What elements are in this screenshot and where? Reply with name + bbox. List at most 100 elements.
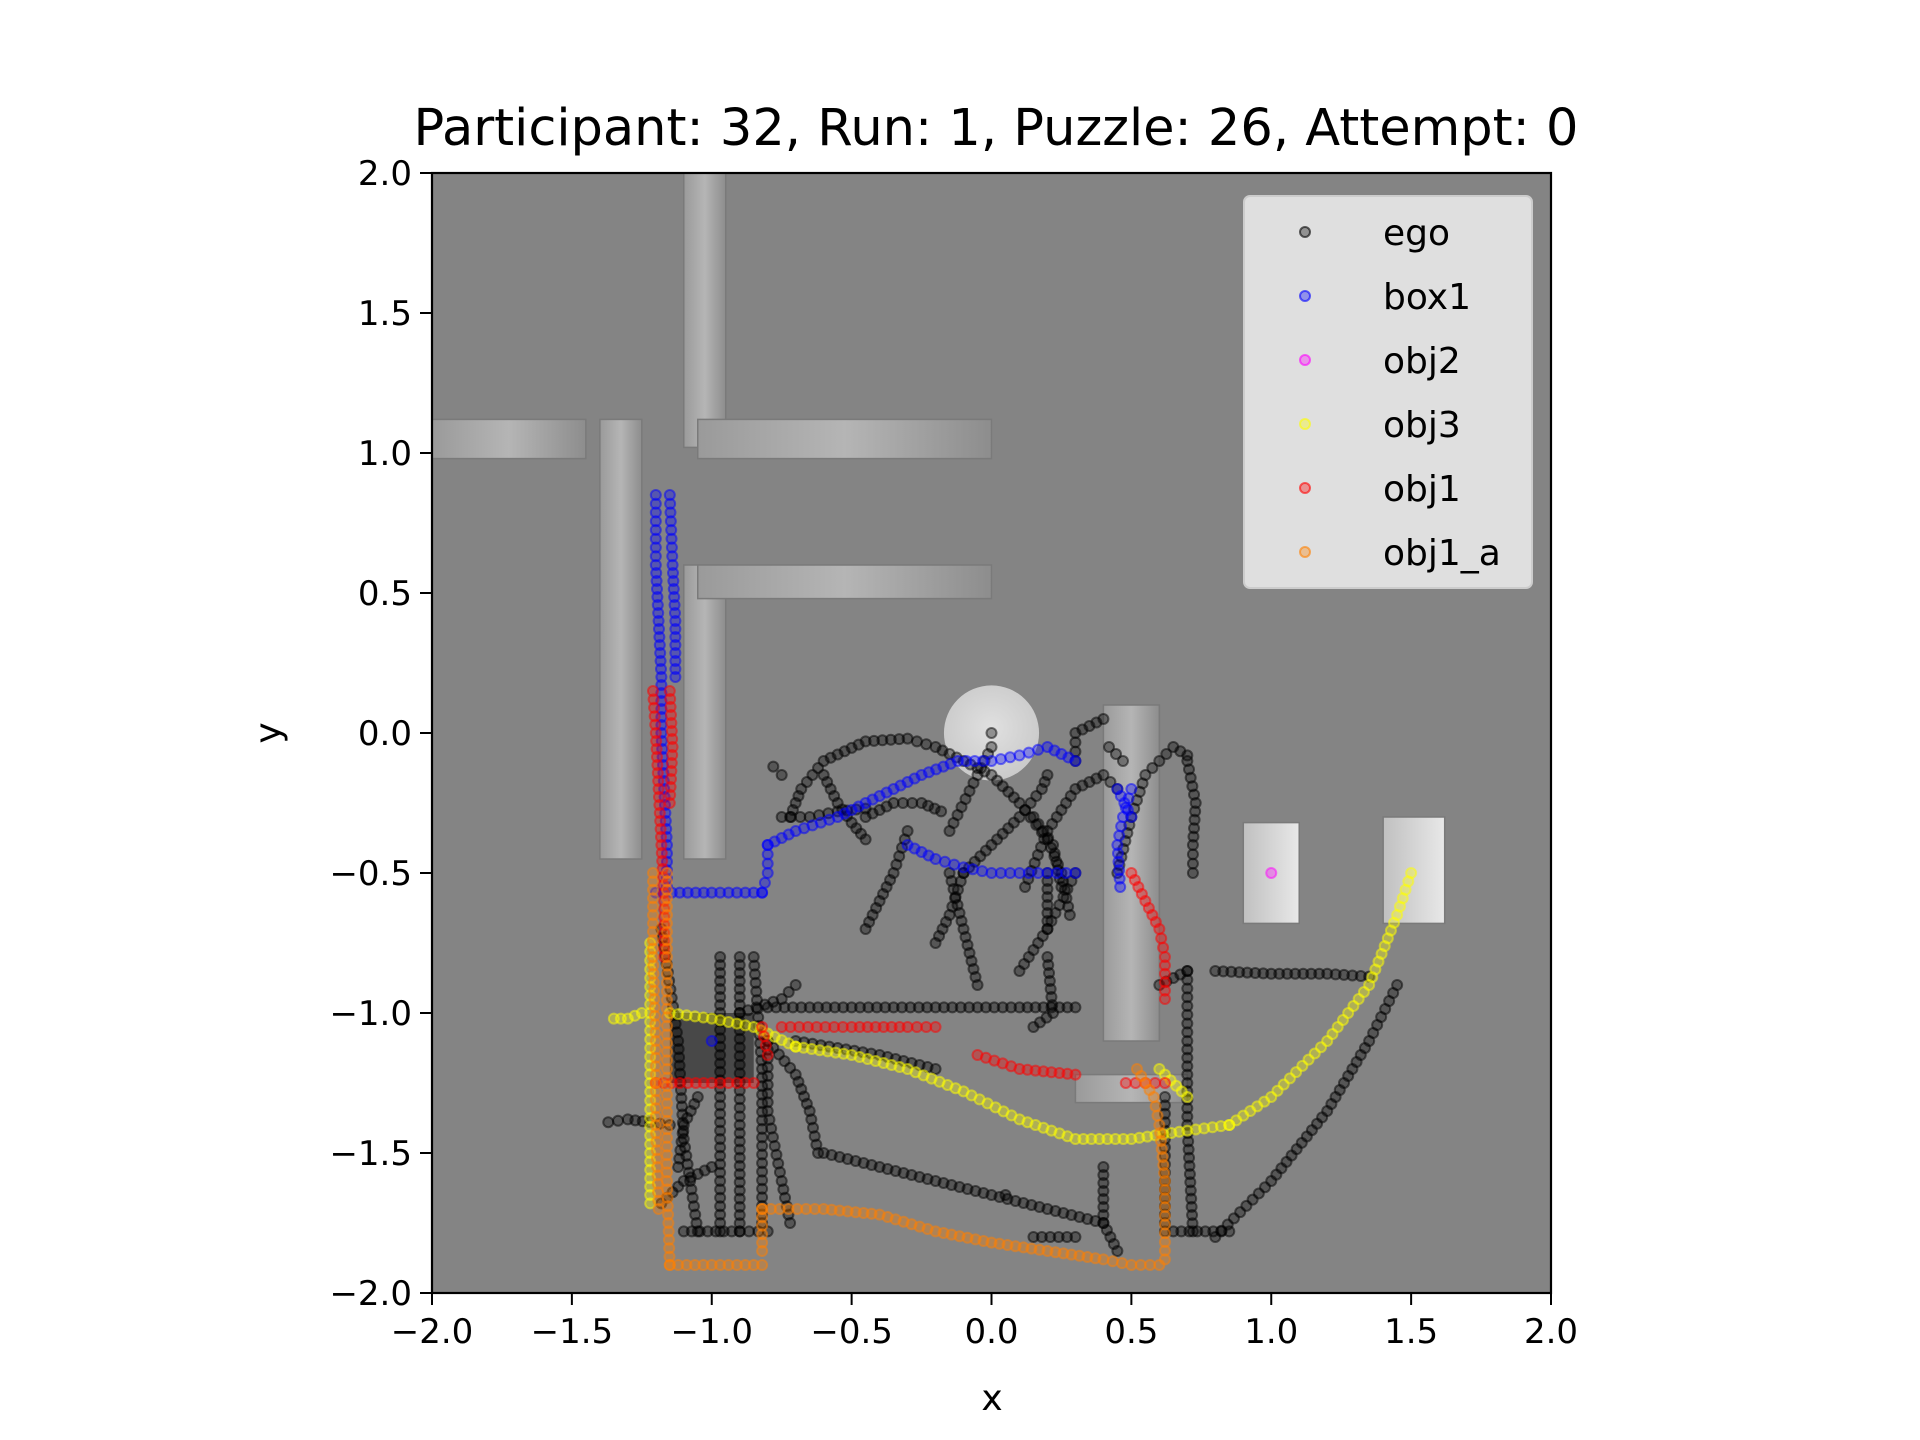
point-obj1 [853, 1021, 866, 1033]
point-box1 [985, 755, 998, 767]
point-ego [733, 1119, 746, 1131]
point-ego [904, 1001, 917, 1014]
point-ego [1027, 1231, 1040, 1243]
y-tick-label: 2.0 [358, 154, 412, 194]
point-ego [749, 968, 762, 981]
point-ego [673, 1152, 686, 1165]
point-ego [1181, 1068, 1194, 1081]
point-ego [714, 1116, 727, 1129]
point-obj1_a [756, 1259, 769, 1271]
point-ego [761, 1105, 774, 1117]
point-ego [733, 983, 746, 995]
point-obj1_a [660, 1054, 673, 1067]
point-obj1_a [764, 1203, 777, 1215]
legend-marker-obj3 [1299, 418, 1311, 430]
point-ego [714, 1057, 727, 1070]
point-obj1_a [648, 1001, 661, 1014]
point-ego [1097, 1201, 1110, 1213]
x-tick-label: 0.5 [1104, 1312, 1158, 1352]
point-box1 [747, 886, 760, 899]
point-ego [675, 1135, 688, 1148]
point-obj1 [739, 1077, 752, 1089]
point-ego [1097, 1161, 1110, 1173]
point-ego [1313, 967, 1326, 980]
point-ego [733, 1200, 746, 1213]
point-obj1 [861, 1021, 874, 1033]
point-box1 [689, 886, 702, 899]
point-ego [868, 734, 881, 747]
point-box1 [665, 524, 678, 536]
point-obj1_a [647, 934, 660, 947]
point-obj1_a [649, 1068, 662, 1081]
point-ego [761, 1070, 774, 1082]
point-obj1_a [647, 900, 660, 913]
point-ego [985, 741, 998, 753]
point-box1 [1114, 881, 1127, 893]
point-ego [775, 769, 788, 781]
point-ego [714, 959, 727, 971]
point-box1 [951, 755, 964, 767]
point-box1 [664, 515, 677, 528]
point-obj3 [1077, 1133, 1090, 1145]
point-ego [1021, 1001, 1034, 1014]
point-obj1_a [660, 1045, 673, 1058]
point-obj1 [649, 718, 662, 731]
point-ego [733, 1176, 746, 1189]
point-obj1 [648, 701, 661, 714]
point-ego [733, 1058, 746, 1071]
point-obj1_a [773, 1203, 786, 1215]
point-ego [971, 1001, 984, 1014]
point-box1 [669, 631, 682, 643]
point-ego [859, 923, 872, 935]
point-obj1_a [660, 1028, 673, 1041]
legend-marker-obj2 [1299, 354, 1311, 366]
point-ego [714, 1141, 727, 1154]
point-box1 [697, 886, 710, 899]
point-ego [1188, 813, 1201, 826]
series-obj2 [1265, 867, 1278, 879]
point-obj1_a [650, 1144, 663, 1157]
point-box1 [705, 886, 718, 899]
point-obj1_a [756, 1236, 769, 1249]
point-ego [761, 1001, 774, 1014]
point-obj1 [647, 693, 660, 706]
point-box1 [1112, 855, 1125, 868]
point-ego [988, 1001, 1001, 1014]
point-ego [954, 1001, 967, 1014]
point-ego [733, 1032, 746, 1045]
point-obj1_a [660, 1037, 673, 1050]
point-ego [1005, 1001, 1018, 1014]
legend-label-obj1: obj1 [1383, 469, 1461, 510]
point-ego [714, 1200, 727, 1213]
point-ego [766, 1131, 779, 1144]
y-tick-label: −1.5 [329, 1134, 412, 1174]
point-ego [1191, 1225, 1204, 1238]
point-ego [675, 1100, 688, 1113]
point-obj1_a [808, 1203, 821, 1215]
point-ego [674, 1144, 687, 1157]
point-obj1_a [756, 1211, 769, 1224]
point-ego [1183, 1151, 1196, 1164]
legend-entries: ego box1 obj2 obj3 obj1 obj1_a [1299, 213, 1501, 574]
point-box1 [1111, 839, 1124, 851]
point-ego [1181, 1035, 1194, 1047]
y-tick-label: −2.0 [329, 1274, 412, 1314]
point-ego [768, 1140, 781, 1152]
point-obj1_a [647, 959, 660, 972]
point-obj1_a [647, 892, 660, 905]
point-box1 [1069, 755, 1082, 767]
point-ego [675, 1092, 688, 1105]
point-obj1_a [647, 967, 660, 980]
point-obj1_a [660, 1080, 673, 1093]
point-obj1_a [649, 1077, 662, 1089]
point-obj1_a [649, 1060, 662, 1073]
point-ego [756, 1157, 769, 1170]
point-ego [1354, 970, 1367, 983]
x-axis: −2.0 −1.5 −1.0 −0.5 0.0 0.5 1.0 1.5 2.0 [391, 1293, 1578, 1352]
point-ego [733, 1159, 746, 1172]
point-ego [1185, 1200, 1198, 1213]
point-obj1_a [1097, 1253, 1110, 1266]
point-box1 [655, 679, 668, 691]
point-obj3 [1085, 1133, 1098, 1145]
x-tick-label: 0.0 [964, 1312, 1018, 1352]
